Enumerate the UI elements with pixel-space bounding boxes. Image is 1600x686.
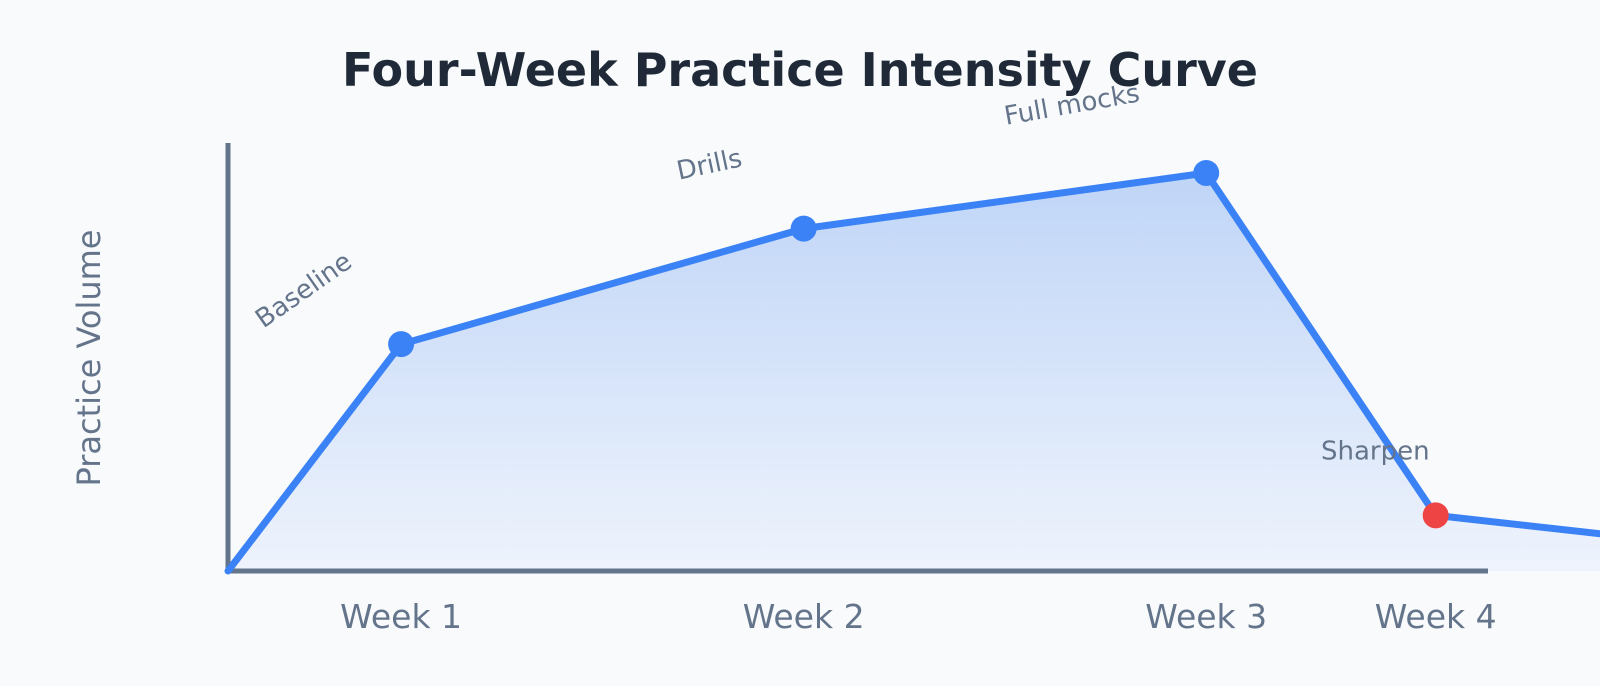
data-point-marker-2 (790, 215, 817, 242)
data-point-marker-3 (1193, 159, 1220, 186)
series-area (228, 172, 1600, 571)
x-tick-label: Week 3 (1145, 597, 1267, 636)
phase-annotation-label: Drills (674, 144, 745, 187)
phase-annotation-label: Baseline (250, 247, 358, 335)
markers-layer (388, 159, 1449, 529)
data-point-marker-1 (388, 331, 415, 358)
x-tick-label: Week 1 (340, 597, 462, 636)
data-point-marker-4 (1422, 502, 1449, 529)
phase-annotation-label: Sharpen (1321, 437, 1430, 467)
x-tick-label: Week 4 (1375, 597, 1497, 636)
series-line-layer (224, 169, 1600, 575)
chart-title: Four-Week Practice Intensity Curve (342, 43, 1258, 97)
series-line (224, 169, 1600, 575)
x-tick-labels: Week 1 Week 2 Week 3 Week 4 (340, 597, 1496, 636)
axes (225, 143, 1488, 574)
area-layer (228, 172, 1600, 571)
x-tick-label: Week 2 (743, 597, 865, 636)
y-axis-label: Practice Volume (70, 230, 108, 487)
